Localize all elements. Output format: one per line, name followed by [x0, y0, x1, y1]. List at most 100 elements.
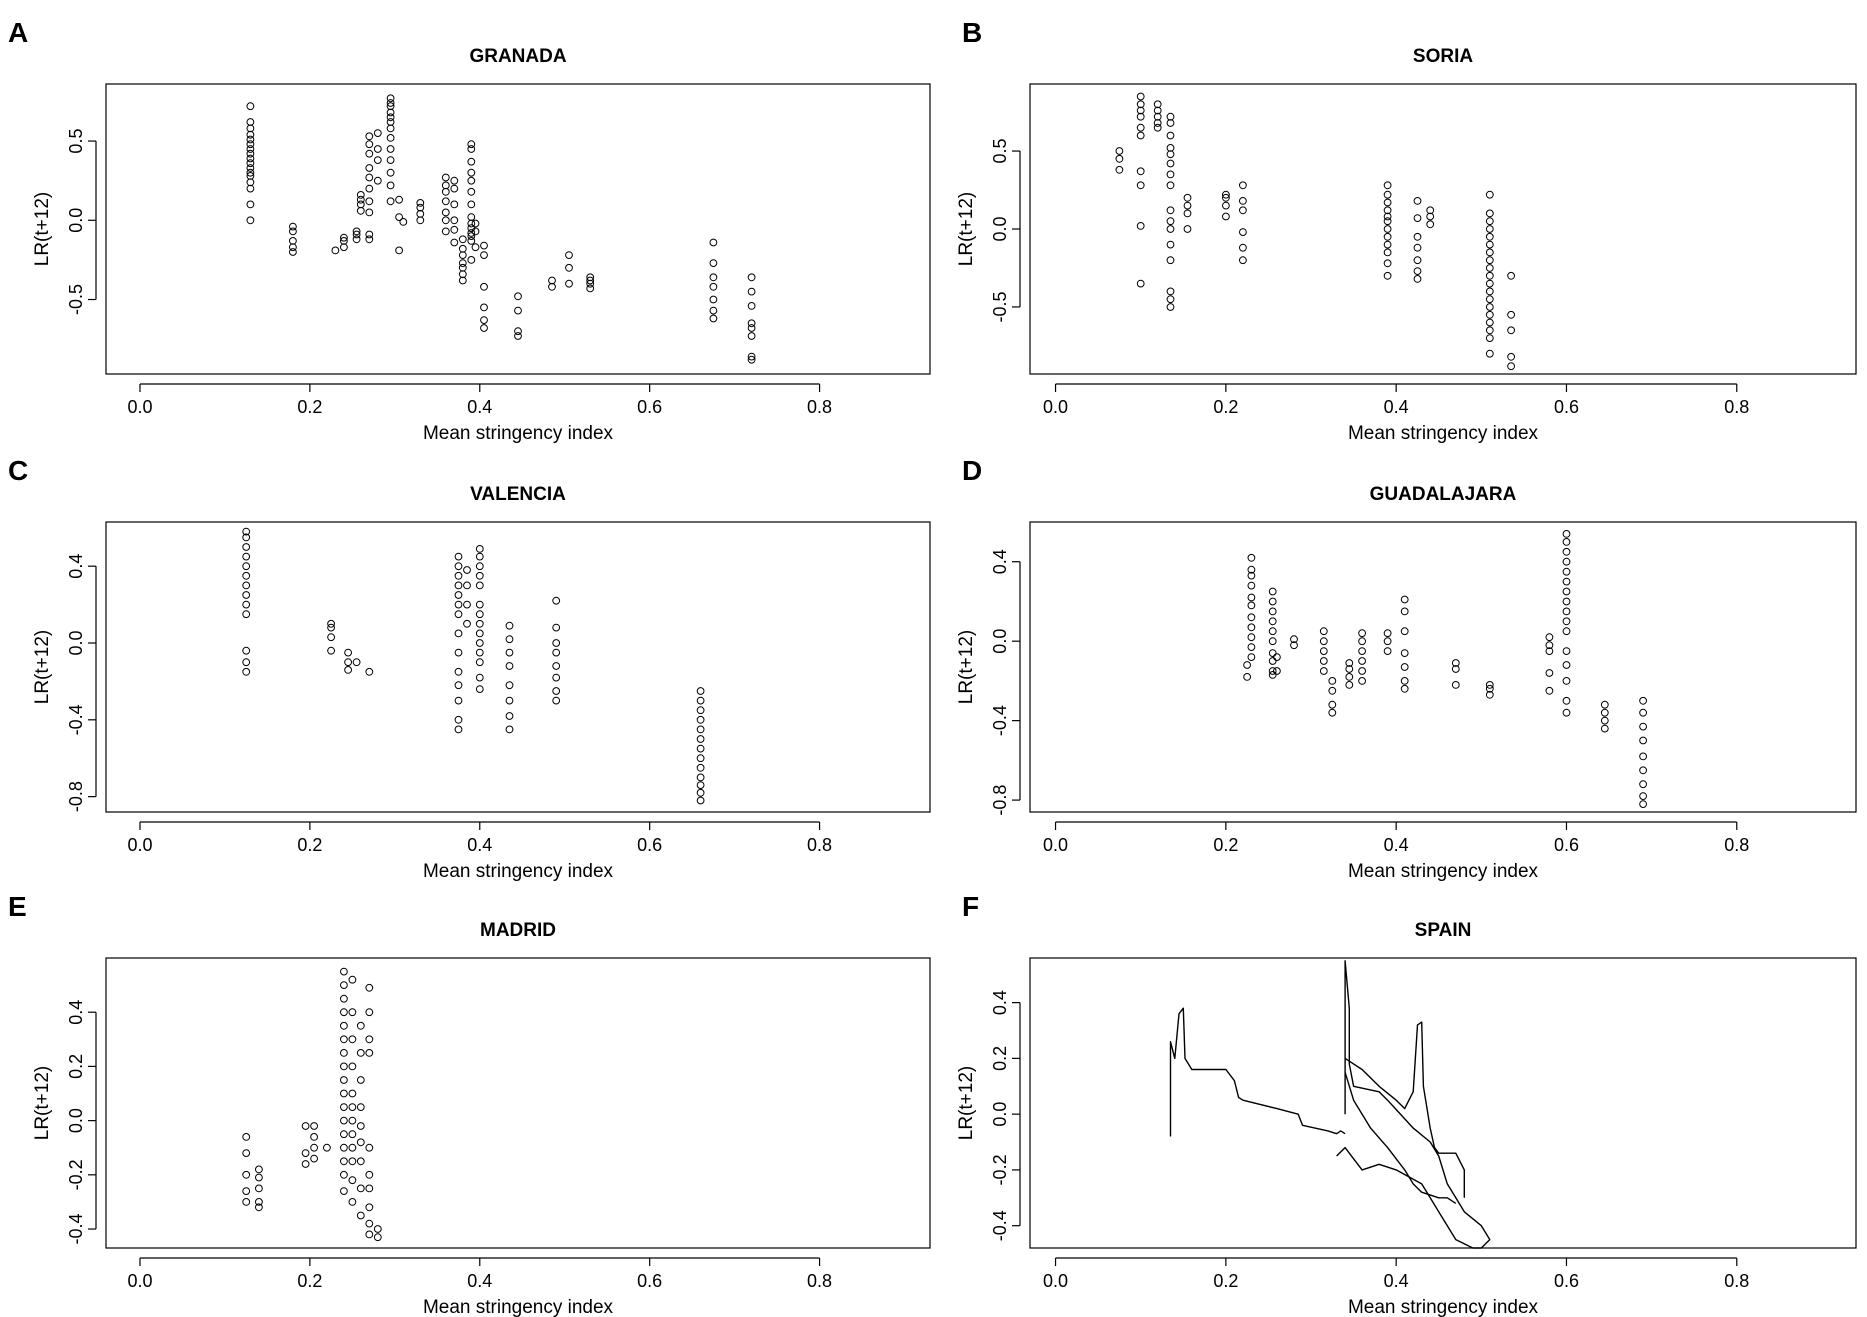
data-point — [340, 1187, 348, 1195]
data-point — [505, 681, 514, 690]
y-tick-label: 0.2 — [66, 1054, 86, 1079]
data-point — [340, 1049, 348, 1057]
data-point — [1639, 800, 1647, 808]
panel-letter: F — [962, 891, 979, 922]
y-axis: -0.5 0.0 0.5 — [66, 129, 97, 315]
data-point — [709, 273, 718, 282]
data-point — [395, 195, 404, 204]
data-point — [1413, 232, 1422, 241]
data-point — [365, 1219, 374, 1228]
data-point — [747, 302, 756, 310]
data-point — [458, 259, 467, 268]
data-point — [246, 200, 255, 209]
y-tick-label: 0.0 — [66, 630, 86, 655]
data-point — [242, 571, 251, 580]
data-point — [242, 658, 251, 667]
data-point — [1562, 597, 1571, 606]
data-point — [386, 197, 395, 206]
y-tick-label: -0.2 — [66, 1159, 86, 1190]
x-tick-label: 0.6 — [637, 835, 662, 855]
data-point — [1222, 193, 1230, 202]
data-point — [1290, 641, 1298, 650]
data-point — [352, 235, 361, 244]
data-point — [365, 140, 374, 149]
data-point — [348, 1062, 357, 1071]
data-point — [441, 216, 450, 225]
data-point — [386, 102, 395, 111]
data-point — [348, 1103, 357, 1111]
data-point — [246, 168, 255, 177]
data-point — [1247, 601, 1256, 610]
x-tick-label: 0.2 — [297, 397, 322, 417]
data-point — [1562, 538, 1571, 546]
data-point — [552, 662, 561, 670]
data-point — [1239, 206, 1247, 215]
data-point — [454, 648, 463, 657]
data-point — [365, 197, 374, 206]
data-point — [386, 94, 395, 103]
data-point — [365, 132, 374, 141]
data-point — [1485, 690, 1494, 699]
data-point — [255, 1165, 263, 1174]
data-point — [696, 715, 705, 724]
data-point — [1166, 256, 1175, 265]
data-point — [1485, 295, 1494, 304]
x-axis-label: Mean stringency index — [423, 861, 614, 882]
data-point — [1485, 225, 1494, 233]
data-point — [1562, 577, 1571, 586]
data-point — [1562, 677, 1571, 685]
x-tick-label: 0.4 — [467, 835, 492, 855]
data-point — [1166, 240, 1175, 249]
data-point — [365, 667, 374, 676]
data-point — [373, 176, 382, 185]
data-point — [1222, 201, 1230, 210]
data-point — [1183, 193, 1192, 202]
data-point — [310, 1133, 319, 1141]
data-point — [242, 552, 251, 561]
data-point — [1268, 667, 1277, 675]
data-point — [352, 227, 361, 236]
data-point — [348, 1035, 357, 1044]
data-point — [475, 673, 484, 682]
data-point — [458, 235, 467, 244]
data-point — [1136, 100, 1145, 109]
data-point — [1413, 197, 1422, 205]
data-point — [1426, 206, 1435, 215]
data-point — [1507, 271, 1515, 280]
data-point — [514, 292, 522, 301]
data-point — [480, 324, 488, 332]
data-point — [1639, 708, 1647, 717]
data-point — [1243, 673, 1251, 681]
data-point — [454, 667, 463, 676]
data-point — [552, 648, 561, 657]
data-point — [395, 213, 404, 222]
data-point — [356, 1122, 365, 1130]
chart-title: SPAIN — [1415, 920, 1472, 941]
data-point — [1413, 256, 1422, 265]
data-point — [386, 145, 395, 153]
data-point — [1345, 681, 1354, 689]
data-point — [242, 543, 251, 551]
data-point — [365, 164, 374, 172]
x-axis-label: Mean stringency index — [423, 423, 614, 444]
data-point — [246, 178, 255, 187]
data-point — [352, 230, 361, 239]
data-point — [552, 596, 561, 605]
data-point — [1358, 629, 1366, 638]
data-point — [399, 218, 408, 226]
panel-b: B SORIA 0.0 0.2 0.4 0.6 0.8 Mean stringency ind… — [956, 17, 1857, 444]
data-point — [1400, 595, 1409, 604]
data-point — [1136, 222, 1145, 230]
data-point — [696, 735, 705, 743]
data-point — [373, 1225, 382, 1233]
data-point — [1545, 669, 1554, 677]
data-point — [552, 687, 561, 695]
data-point — [747, 355, 756, 364]
data-point — [709, 238, 718, 247]
data-point — [356, 1138, 365, 1147]
data-point — [1383, 198, 1392, 207]
data-point — [552, 696, 561, 705]
y-tick-label: 0.4 — [990, 990, 1010, 1015]
y-tick-label: -0.4 — [990, 705, 1010, 736]
data-point — [696, 796, 705, 805]
